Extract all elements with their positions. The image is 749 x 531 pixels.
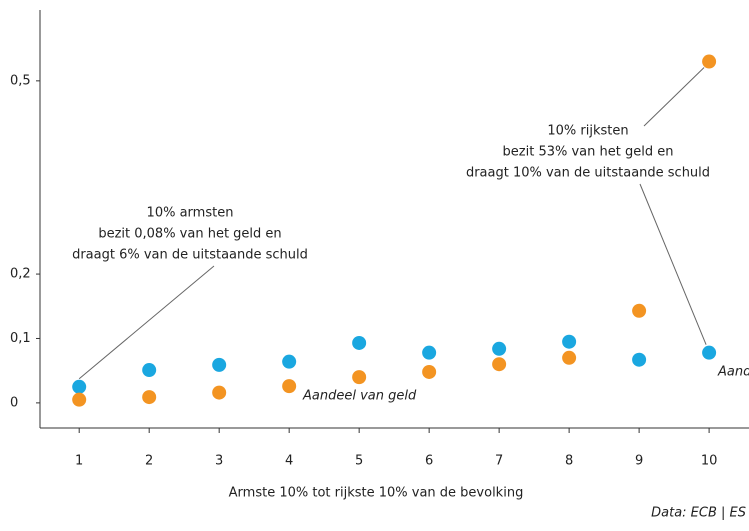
point	[492, 357, 507, 372]
point	[422, 345, 437, 360]
annotation: bezit 0,08% van het geld en	[98, 227, 281, 242]
point	[702, 345, 717, 360]
x-tick-label: 7	[495, 454, 503, 469]
x-tick-label: 4	[285, 454, 293, 469]
point	[72, 379, 87, 394]
x-tick-label: 1	[75, 454, 83, 469]
x-tick-label: 9	[635, 454, 643, 469]
point	[212, 357, 227, 372]
annotation: draagt 6% van de uitstaande schuld	[72, 248, 308, 263]
point	[422, 364, 437, 379]
series-label: Aandeel van geld	[302, 389, 417, 404]
x-tick-label: 10	[701, 454, 718, 469]
x-tick-label: 3	[215, 454, 223, 469]
y-tick-label: 0,1	[10, 331, 31, 346]
point	[562, 350, 577, 365]
annotation: 10% armsten	[147, 206, 234, 221]
point	[492, 341, 507, 356]
point	[282, 354, 297, 369]
point	[212, 385, 227, 400]
point	[72, 392, 87, 407]
point	[702, 54, 717, 69]
x-tick-label: 8	[565, 454, 573, 469]
annotation-line	[78, 265, 215, 380]
point	[142, 390, 157, 405]
y-tick-label: 0,5	[10, 73, 31, 88]
point	[562, 334, 577, 349]
x-tick-label: 5	[355, 454, 363, 469]
annotation: bezit 53% van het geld en	[503, 145, 674, 160]
point	[282, 379, 297, 394]
x-tick-label: 6	[425, 454, 433, 469]
x-tick-label: 2	[145, 454, 153, 469]
annotation-line	[639, 183, 707, 345]
source: Data: ECB | ES	[651, 506, 746, 521]
y-tick-label: 0	[10, 395, 18, 410]
point	[632, 352, 647, 367]
y-tick-label: 0,2	[10, 267, 31, 282]
point	[632, 303, 647, 318]
x-axis-label: Armste 10% tot rijkste 10% van de bevolk…	[229, 486, 524, 501]
point	[352, 370, 367, 385]
series-label: Aandeel schuld	[717, 365, 749, 380]
annotation: 10% rijksten	[547, 124, 628, 139]
annotation: draagt 10% van de uitstaande schuld	[466, 166, 710, 181]
point	[352, 335, 367, 350]
point	[142, 363, 157, 378]
annotation-line	[643, 67, 705, 127]
